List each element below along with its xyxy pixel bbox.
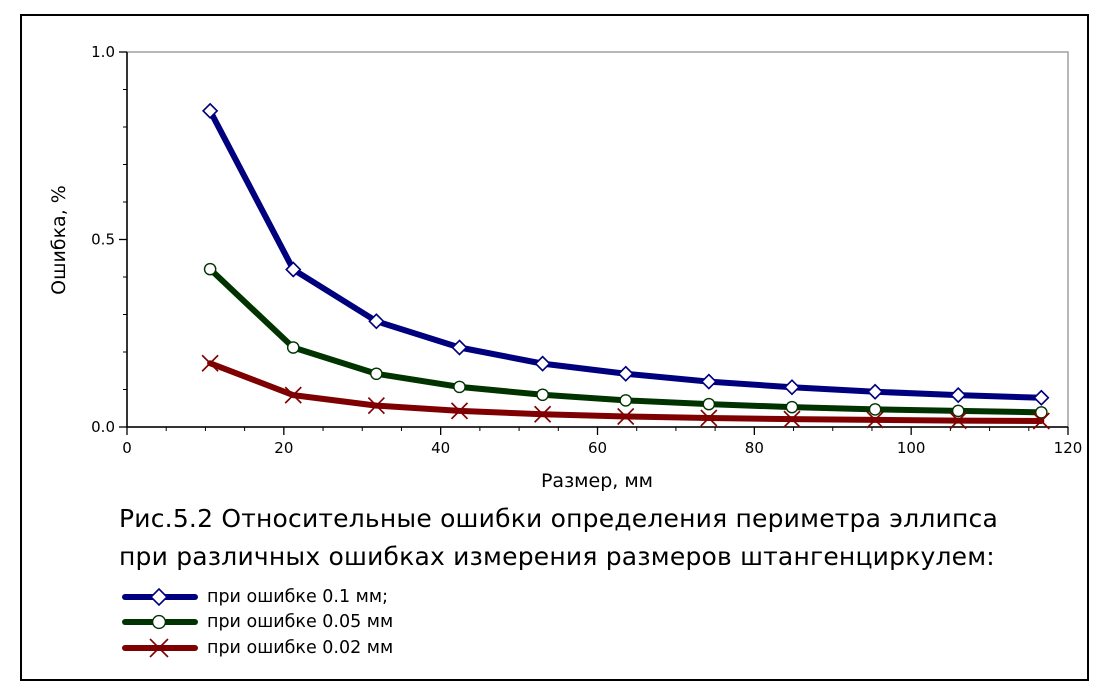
legend-item-0-1mm: при ошибке 0.1 мм; — [121, 585, 441, 609]
cross-stroke — [367, 397, 385, 415]
data-point-diamond — [783, 379, 801, 396]
legend-label: при ошибке 0.02 мм — [207, 638, 394, 658]
data-point-diamond — [285, 261, 302, 278]
x-tick-label: 120 — [1054, 439, 1083, 457]
line-chart: 0 20 40 60 80 100 120 0.0 0.5 1.0 Размер, мм Ошиб… — [48, 43, 1082, 492]
cross-stroke — [450, 402, 469, 420]
data-point-cross — [367, 397, 385, 415]
figure-caption-line-1: Рис.5.2 Относительные ошибки определения… — [119, 504, 999, 533]
data-point-cross — [1032, 412, 1050, 430]
legend-swatch-circle — [122, 614, 198, 630]
y-axis-label: Ошибка, % — [48, 185, 70, 295]
data-point-cross — [534, 405, 552, 423]
x-tick-label: 20 — [274, 439, 293, 457]
cross-stroke — [1032, 412, 1050, 430]
figure-frame — [20, 14, 1089, 681]
legend-label: при ошибке 0.1 мм; — [207, 587, 388, 607]
data-point-diamond — [201, 102, 219, 120]
y-tick-label: 0.5 — [91, 231, 115, 249]
x-tick-label: 0 — [122, 439, 132, 457]
x-tick-label: 100 — [897, 439, 926, 457]
data-point-circle — [453, 380, 466, 394]
data-point-cross — [700, 409, 718, 427]
series-1 — [201, 102, 1050, 406]
data-point-diamond — [866, 383, 884, 400]
data-point-circle — [619, 394, 633, 407]
figure-caption-line-2: при различных ошибках измерения размеров… — [119, 542, 995, 571]
data-point-circle — [203, 262, 217, 276]
data-point-diamond — [368, 313, 385, 330]
data-point-diamond — [149, 587, 169, 607]
legend-item-0-05mm: при ошибке 0.05 мм — [121, 610, 441, 634]
data-point-cross — [284, 386, 302, 404]
cross-stroke — [284, 386, 302, 404]
cross-stroke — [949, 412, 967, 430]
data-point-circle — [702, 397, 716, 411]
data-point-circle — [286, 341, 300, 354]
series-2 — [203, 262, 1048, 419]
data-point-circle — [868, 403, 882, 416]
data-point-diamond — [1033, 389, 1050, 406]
data-point-cross — [201, 354, 219, 372]
data-point-diamond — [700, 373, 717, 390]
data-point-cross — [949, 412, 967, 430]
cross-stroke — [617, 407, 635, 426]
data-point-diamond — [534, 355, 551, 372]
data-point-circle — [370, 367, 383, 381]
x-tick-label: 40 — [431, 439, 450, 457]
cross-stroke — [783, 410, 801, 428]
cross-stroke — [201, 354, 219, 372]
data-point-cross — [450, 402, 469, 420]
data-point-diamond — [451, 339, 468, 356]
cross-stroke — [534, 405, 552, 423]
y-tick-label: 1.0 — [91, 43, 115, 61]
cross-stroke — [149, 638, 169, 658]
data-point-circle — [536, 388, 549, 402]
legend-item-0-02mm: при ошибке 0.02 мм — [121, 636, 441, 660]
x-tick-label: 60 — [588, 439, 607, 457]
y-tick-label: 0.0 — [91, 418, 115, 436]
series-line — [207, 107, 1045, 401]
cross-stroke — [700, 409, 718, 427]
data-point-diamond — [950, 386, 967, 404]
series-layer — [201, 102, 1050, 430]
legend-swatch-diamond — [122, 587, 198, 607]
legend-swatch-cross — [122, 638, 198, 658]
legend-label: при ошибке 0.05 мм — [207, 612, 394, 632]
data-point-cross — [149, 638, 169, 658]
x-axis-label: Размер, мм — [541, 470, 653, 492]
data-point-cross — [783, 410, 801, 428]
data-point-circle — [1035, 406, 1048, 419]
x-tick-label: 80 — [745, 439, 764, 457]
axes: 0 20 40 60 80 100 120 0.0 0.5 1.0 — [91, 43, 1082, 457]
data-point-circle — [785, 400, 799, 414]
data-point-circle — [951, 404, 965, 418]
data-point-cross — [617, 407, 635, 426]
series-3 — [201, 354, 1050, 430]
cross-stroke — [866, 411, 884, 429]
data-point-cross — [866, 411, 884, 429]
data-point-diamond — [617, 365, 634, 382]
data-point-circle — [151, 614, 167, 630]
